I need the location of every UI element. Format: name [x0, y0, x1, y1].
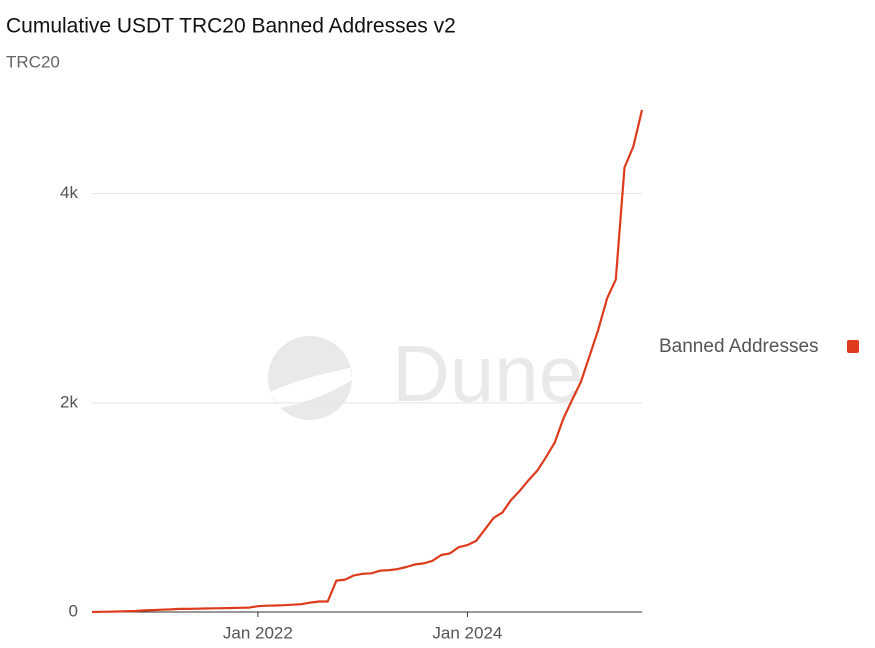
x-tick-label: Jan 2022 [223, 623, 293, 642]
data-line [91, 109, 644, 614]
legend-item: Banned Addresses [659, 336, 859, 357]
legend-label: Banned Addresses [659, 336, 819, 357]
y-tick-label: 2k [60, 392, 78, 411]
chart-title: Cumulative USDT TRC20 Banned Addresses v… [6, 15, 456, 38]
watermark-text: Dune [392, 329, 583, 418]
y-tick-label: 0 [69, 601, 78, 620]
chart-subtitle: TRC20 [6, 52, 60, 71]
legend-swatch [847, 340, 859, 353]
x-tick-label: Jan 2024 [432, 623, 502, 642]
watermark-logo: Dune [268, 329, 583, 420]
watermark-stripe [270, 368, 352, 408]
y-tick-label: 4k [60, 183, 78, 202]
